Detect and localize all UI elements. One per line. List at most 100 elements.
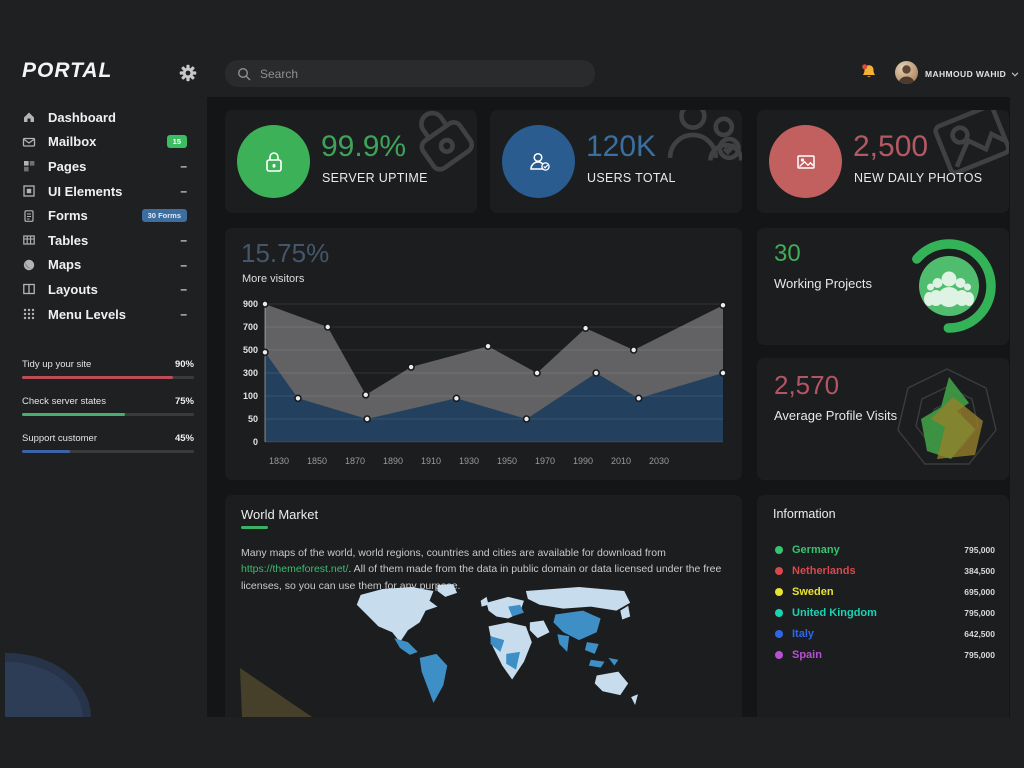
stat-label: NEW DAILY PHOTOS xyxy=(854,171,983,185)
svg-text:50: 50 xyxy=(248,414,258,424)
svg-text:1970: 1970 xyxy=(535,456,555,466)
country-name: Germany xyxy=(792,543,840,556)
globe-icon xyxy=(22,258,37,272)
user-avatar[interactable] xyxy=(895,61,918,84)
lock-ghost-icon xyxy=(419,110,475,172)
visitors-area-chart: 0 50 100 300 500 700 900 1830 1850 1870 1890 1910 19… xyxy=(243,299,727,466)
visitors-chart-card: 15.75% More visitors 0 50 100 300 500 700 900 1… xyxy=(225,228,742,480)
progress-label: Support customer xyxy=(22,433,97,444)
country-value: 642,500 xyxy=(964,628,995,639)
gear-icon[interactable] xyxy=(179,64,197,82)
svg-text:500: 500 xyxy=(243,345,258,355)
svg-text:1870: 1870 xyxy=(345,456,365,466)
progress-value: 45% xyxy=(174,433,194,444)
text-before-link: Many maps of the world, world regions, c… xyxy=(241,547,666,559)
user-menu[interactable]: MAHMOUD WAHID xyxy=(925,69,1019,79)
world-map xyxy=(356,584,638,706)
information-card: Information Germany 795,000 Netherlands … xyxy=(757,495,1009,717)
svg-text:0: 0 xyxy=(253,437,258,447)
visitors-percent: 15.75% xyxy=(241,238,330,268)
svg-text:1830: 1830 xyxy=(269,456,289,466)
list-item-netherlands: Netherlands 384,500 xyxy=(775,560,995,581)
collapse-indicator: – xyxy=(180,184,187,199)
stat-value: 2,500 xyxy=(853,130,929,163)
list-item-united-kingdom: United Kingdom 795,000 xyxy=(775,602,995,623)
themeforest-link[interactable]: https://themeforest.net/ xyxy=(241,563,349,576)
list-item-italy: Italy 642,500 xyxy=(775,623,995,644)
projects-count: 30 xyxy=(774,240,801,267)
sidebar-item-label: Mailbox xyxy=(48,134,97,150)
sidebar-item-layouts[interactable]: Layouts – xyxy=(0,277,207,302)
sidebar-item-forms[interactable]: Forms 30 Forms xyxy=(0,203,207,228)
tables-icon xyxy=(22,233,37,247)
visits-label: Average Profile Visits xyxy=(774,408,898,423)
svg-text:1990: 1990 xyxy=(573,456,593,466)
avatar-image xyxy=(898,65,915,84)
search-bar[interactable] xyxy=(225,60,595,87)
group-icon xyxy=(924,271,974,307)
collapse-indicator: – xyxy=(180,257,187,272)
progress-value: 75% xyxy=(174,396,194,407)
country-list: Germany 795,000 Netherlands 384,500 Swed… xyxy=(775,539,995,665)
stat-icon-circle xyxy=(769,125,842,198)
progress-bar xyxy=(22,376,194,379)
legend-dot xyxy=(775,545,783,554)
sidebar-progress-block: Tidy up your site 90% Check server state… xyxy=(22,359,194,470)
main-content: 99.9% SERVER UPTIME 120K USERS TOTAL xyxy=(207,97,1010,717)
sidebar-item-menu-levels[interactable]: Menu Levels – xyxy=(0,302,207,327)
country-value: 384,500 xyxy=(964,565,995,576)
progress-bar xyxy=(22,413,194,416)
sidebar: Dashboard Mailbox 15 Pages – UI Elements… xyxy=(0,97,207,717)
pages-icon xyxy=(22,159,37,173)
mail-icon xyxy=(22,135,37,149)
list-item-spain: Spain 795,000 xyxy=(775,644,995,665)
progress-tidy-up: Tidy up your site 90% xyxy=(22,359,194,379)
sidebar-item-tables[interactable]: Tables – xyxy=(0,228,207,253)
user-name: MAHMOUD WAHID xyxy=(925,69,1007,79)
forms-icon xyxy=(22,209,37,223)
sidebar-item-dashboard[interactable]: Dashboard xyxy=(0,105,207,130)
country-value: 695,000 xyxy=(964,586,995,597)
stat-icon-circle xyxy=(502,125,575,198)
chevron-down-icon xyxy=(1011,71,1019,77)
information-title: Information xyxy=(773,507,836,521)
country-name: United Kingdom xyxy=(792,606,877,619)
legend-dot xyxy=(775,629,783,638)
sidebar-nav: Dashboard Mailbox 15 Pages – UI Elements… xyxy=(0,105,207,326)
projects-progress-ring xyxy=(902,239,996,333)
stat-icon-circle xyxy=(237,125,310,198)
legend-dot xyxy=(775,608,783,617)
svg-text:2030: 2030 xyxy=(649,456,669,466)
svg-text:700: 700 xyxy=(243,322,258,332)
progress-label: Check server states xyxy=(22,396,106,407)
sidebar-item-maps[interactable]: Maps – xyxy=(0,253,207,278)
users-icon xyxy=(529,152,550,171)
sidebar-item-label: Menu Levels xyxy=(48,306,127,322)
brand-logo: PORTAL xyxy=(22,59,113,82)
photo-icon xyxy=(796,154,815,169)
sidebar-item-label: Layouts xyxy=(48,281,98,297)
svg-text:2010: 2010 xyxy=(611,456,631,466)
country-name: Netherlands xyxy=(792,564,856,577)
home-icon xyxy=(22,110,37,124)
legend-dot xyxy=(775,650,783,659)
working-projects-card: 30 Working Projects xyxy=(757,228,1009,345)
collapse-indicator: – xyxy=(180,282,187,297)
search-icon xyxy=(237,67,251,80)
country-value: 795,000 xyxy=(964,544,995,555)
menu-levels-icon xyxy=(22,307,37,321)
sidebar-item-label: UI Elements xyxy=(48,183,123,199)
sidebar-item-pages[interactable]: Pages – xyxy=(0,154,207,179)
svg-text:100: 100 xyxy=(243,391,258,401)
search-input[interactable] xyxy=(260,66,583,81)
sidebar-item-ui-elements[interactable]: UI Elements – xyxy=(0,179,207,204)
collapse-indicator: – xyxy=(180,307,187,322)
notifications-bell-icon[interactable] xyxy=(860,63,878,80)
world-market-card: World Market Many maps of the world, wor… xyxy=(225,495,742,717)
svg-text:1910: 1910 xyxy=(421,456,441,466)
sidebar-item-label: Forms xyxy=(48,208,88,224)
visits-radar-chart xyxy=(897,368,997,465)
topbar: PORTAL MAHMOUD WAHID xyxy=(0,0,1024,97)
sidebar-item-mailbox[interactable]: Mailbox 15 xyxy=(0,130,207,155)
legend-dot xyxy=(775,587,783,596)
